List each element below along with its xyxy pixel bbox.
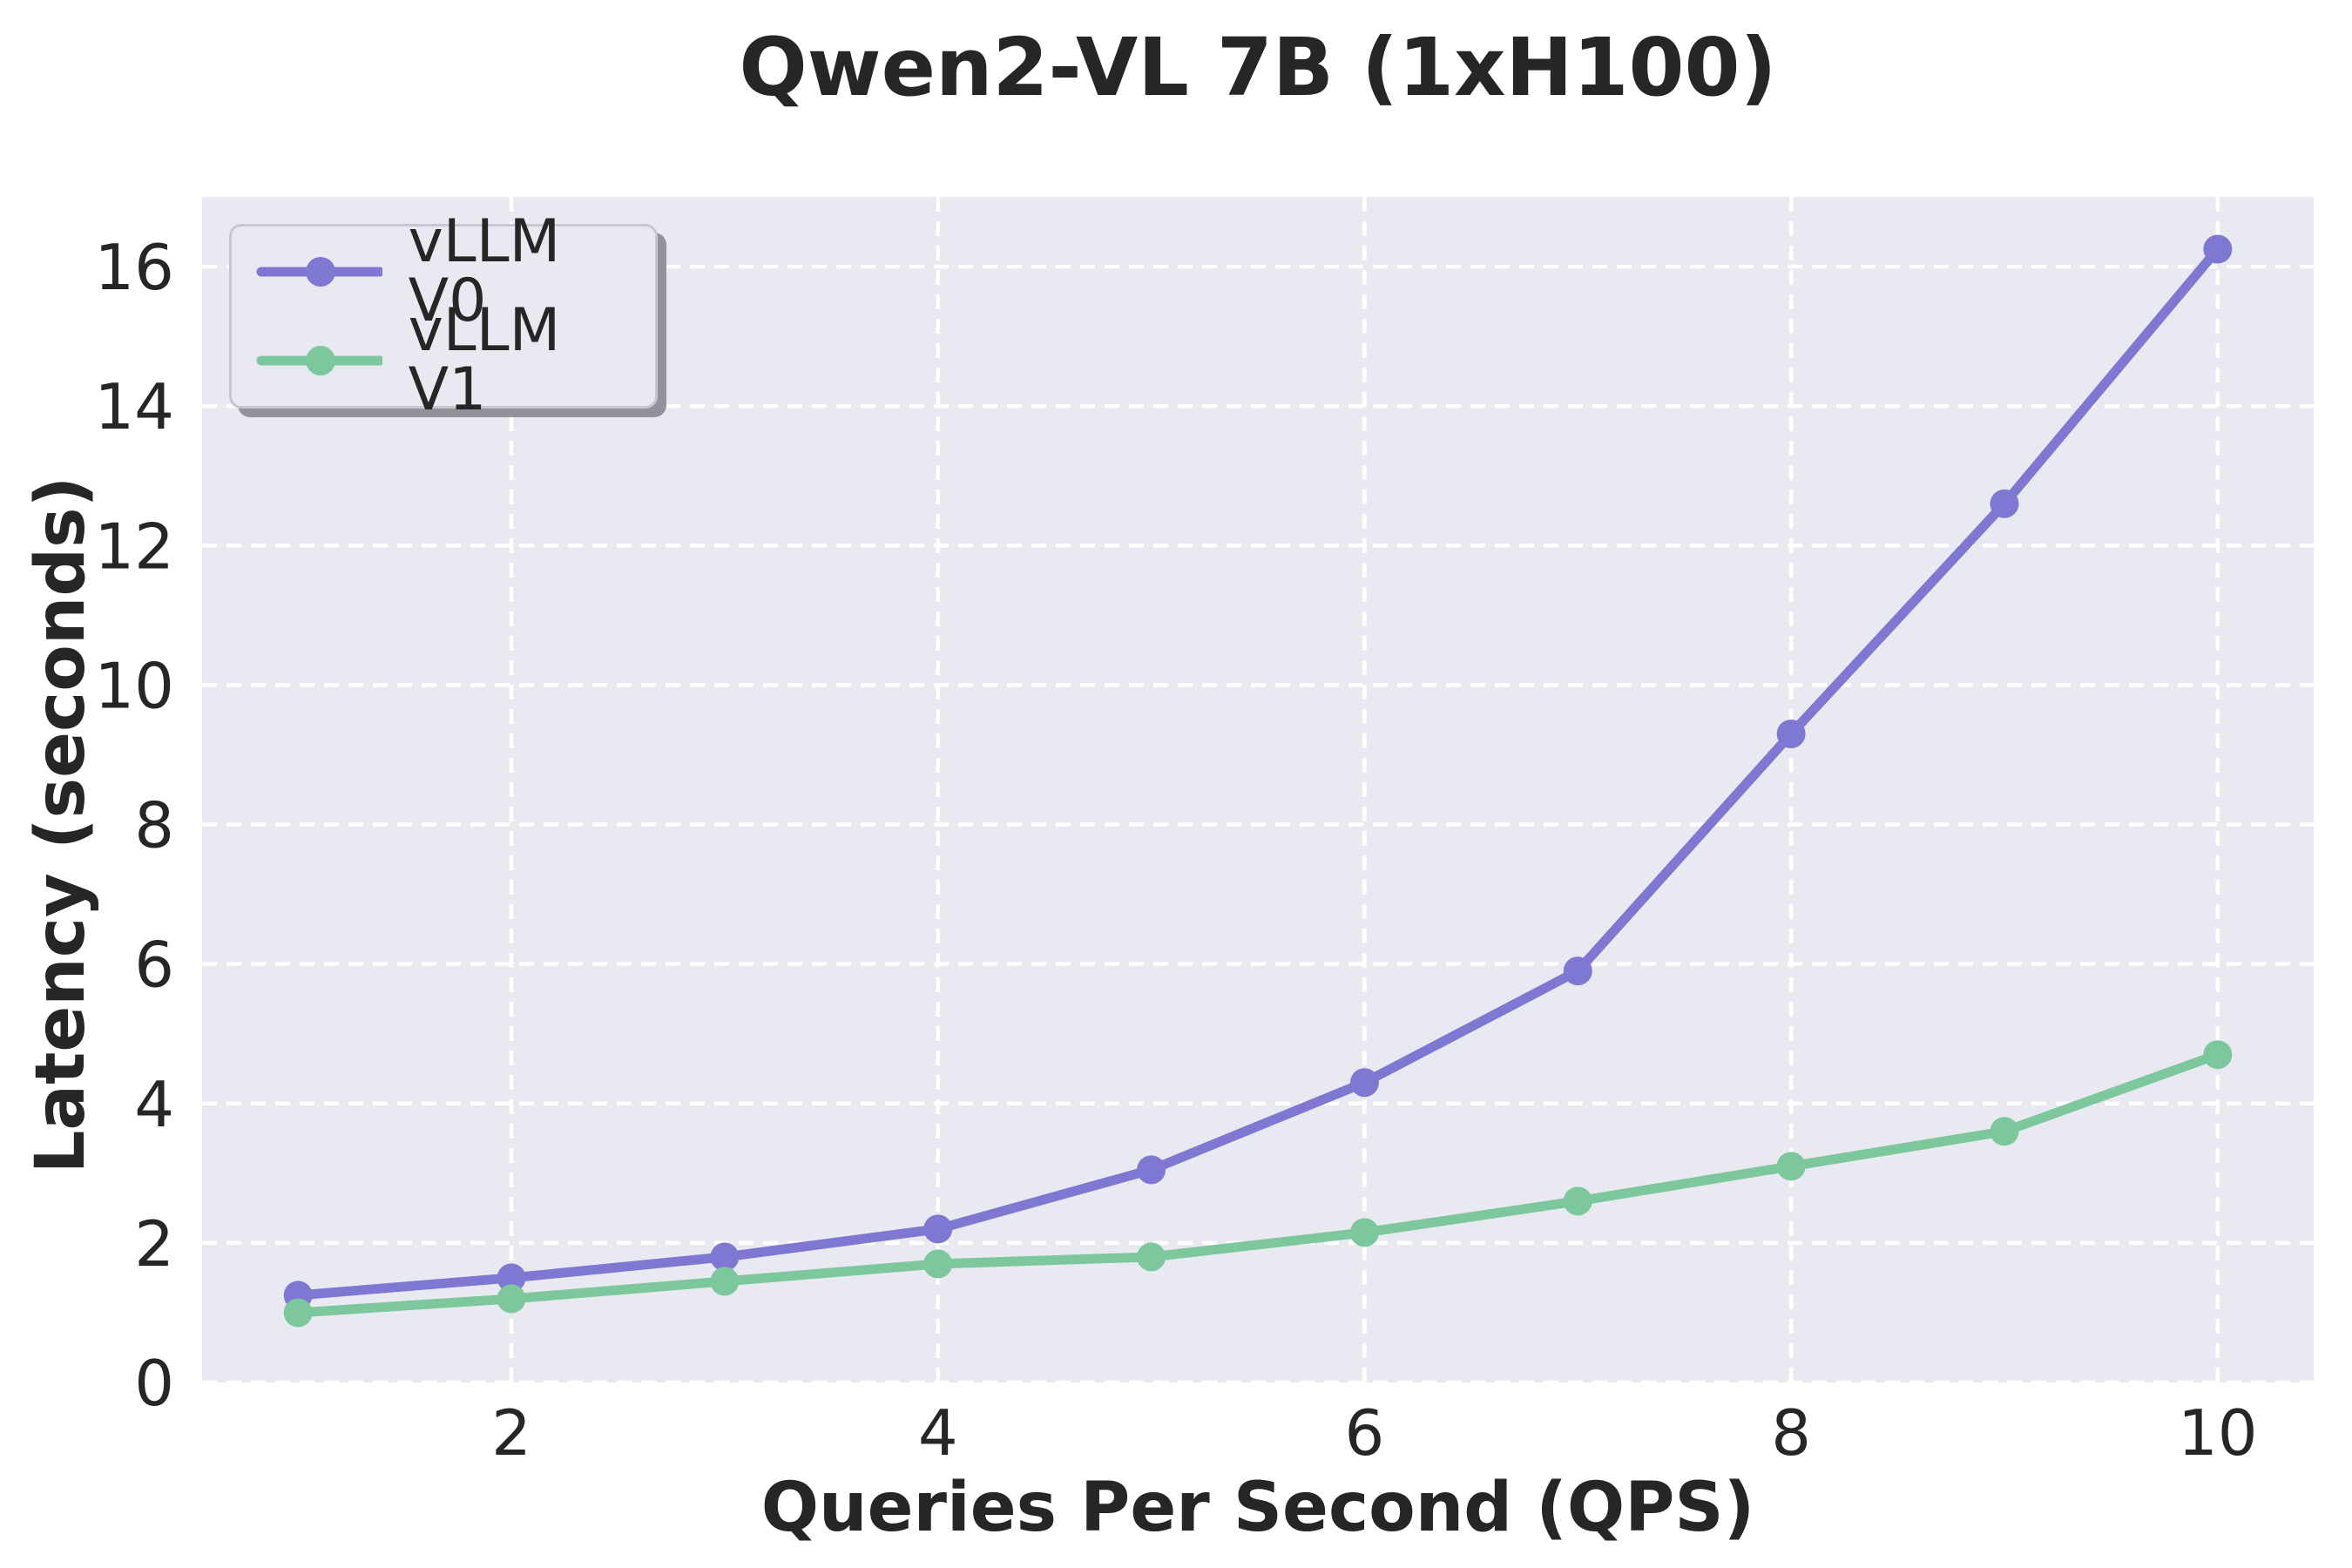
y-tick-label-16: 16 [94,231,174,304]
x-tick-label-4: 4 [918,1396,958,1470]
legend-label-vllm-v0: vLLM V0 [408,207,561,335]
marker-vllm-v0-q9 [1990,489,2019,518]
marker-vllm-v1-q3 [710,1267,740,1296]
legend-label-vllm-v1: vLLM V1 [408,296,561,424]
marker-vllm-v0-q10 [2203,234,2233,264]
y-tick-label-4: 4 [134,1068,174,1141]
series-line-vllm-v0 [293,244,2223,1301]
marker-vllm-v0-q5 [1137,1155,1166,1185]
marker-vllm-v0-q6 [1349,1068,1379,1098]
y-tick-label-10: 10 [94,649,174,722]
x-tick-label-10: 10 [2178,1396,2258,1470]
marker-vllm-v0-q8 [1776,719,1806,748]
y-tick-label-8: 8 [134,789,174,862]
marker-vllm-v0-q4 [923,1214,953,1244]
legend-row-vllm-v1: vLLM V1 [247,301,655,420]
y-tick-label-0: 0 [134,1347,174,1420]
x-tick-label-6: 6 [1345,1396,1385,1470]
marker-vllm-v1-q1 [283,1298,313,1328]
chart-title: Qwen2-VL 7B (1xH100) [739,21,1777,114]
marker-vllm-v1-q8 [1776,1152,1806,1181]
marker-vllm-v1-q10 [2203,1040,2233,1070]
marker-vllm-v1-q6 [1349,1218,1379,1247]
marker-vllm-v0-q7 [1563,956,1592,986]
legend-swatch-vllm-v1 [256,346,382,375]
marker-vllm-v1-q2 [497,1284,526,1314]
legend-marker-sample [306,257,335,287]
x-tick-label-8: 8 [1771,1396,1811,1470]
legend-box: vLLM V0 vLLM V1 [229,213,658,420]
x-tick-label-2: 2 [491,1396,531,1470]
marker-vllm-v1-q4 [923,1249,953,1279]
y-tick-label-2: 2 [134,1207,174,1281]
legend-swatch-vllm-v0 [256,257,382,287]
y-tick-label-6: 6 [134,929,174,1002]
y-tick-label-12: 12 [94,510,174,583]
y-axis-label-text: Latency (seconds) [22,476,100,1174]
marker-vllm-v1-q5 [1137,1242,1166,1272]
marker-vllm-v1-q7 [1563,1186,1592,1216]
marker-vllm-v0-q3 [710,1242,740,1272]
legend-marker-sample [306,346,335,375]
legend-row-vllm-v0: vLLM V0 [247,213,655,331]
y-tick-label-14: 14 [94,370,174,443]
series-line-vllm-v1 [293,1050,2223,1318]
marker-vllm-v0-q2 [497,1263,526,1293]
x-axis-label: Queries Per Second (QPS) [760,1469,1755,1547]
marker-vllm-v1-q9 [1990,1117,2019,1146]
